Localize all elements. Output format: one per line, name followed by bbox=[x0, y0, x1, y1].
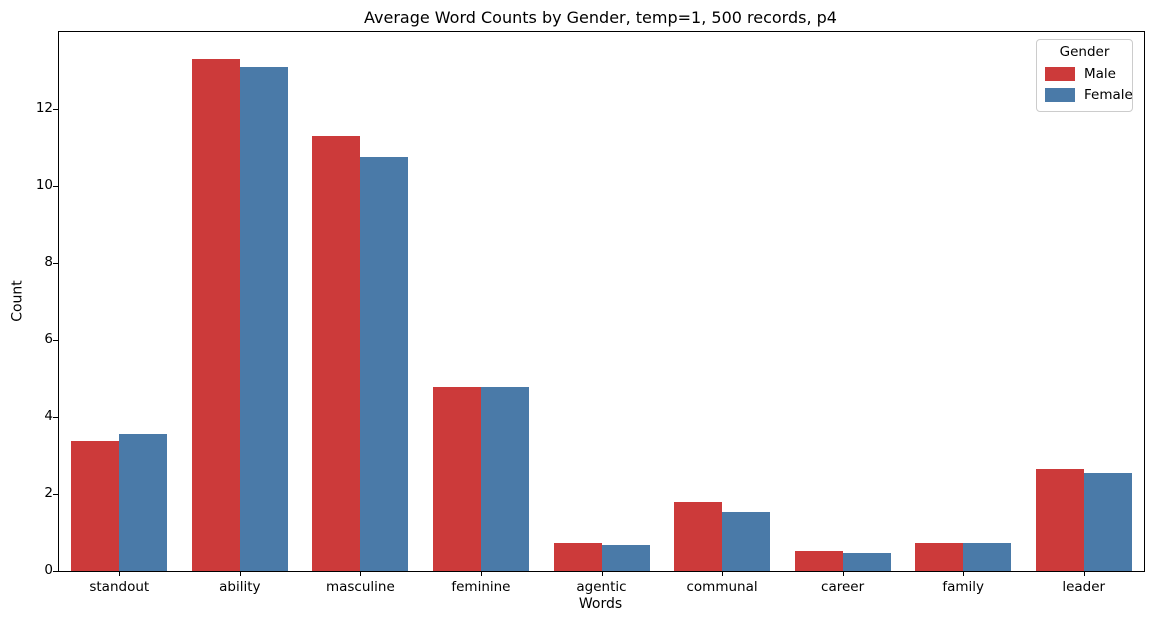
y-axis-label: Count bbox=[9, 280, 26, 322]
legend-swatch-female bbox=[1045, 87, 1075, 102]
legend: Gender Male Female bbox=[1036, 39, 1133, 112]
y-tick-label-0: 0 bbox=[44, 562, 53, 578]
bar-female-masculine bbox=[360, 157, 409, 571]
chart-title: Average Word Counts by Gender, temp=1, 5… bbox=[364, 8, 837, 27]
bar-male-leader bbox=[1035, 468, 1084, 571]
y-tick-mark-0 bbox=[53, 571, 58, 572]
legend-title: Gender bbox=[1059, 44, 1110, 60]
x-tick-label-masculine: masculine bbox=[325, 579, 395, 595]
y-tick-mark-8 bbox=[53, 263, 58, 264]
legend-entry-male: Male bbox=[1045, 63, 1124, 84]
bar-male-agentic bbox=[553, 542, 602, 571]
y-tick-mark-12 bbox=[53, 109, 58, 110]
y-tick-label-2: 2 bbox=[44, 485, 53, 501]
x-tick-label-ability: ability bbox=[219, 579, 261, 595]
x-tick-mark-family bbox=[963, 571, 965, 576]
bar-female-agentic bbox=[601, 544, 650, 571]
bar-female-career bbox=[842, 553, 891, 571]
bar-male-family bbox=[915, 542, 964, 571]
x-tick-mark-feminine bbox=[480, 571, 482, 576]
bar-male-masculine bbox=[312, 135, 361, 571]
bar-male-career bbox=[794, 550, 843, 571]
bar-female-standout bbox=[119, 434, 168, 571]
x-tick-label-feminine: feminine bbox=[451, 579, 511, 595]
bar-female-family bbox=[963, 543, 1012, 571]
legend-swatch-male bbox=[1045, 66, 1075, 81]
x-tick-label-career: career bbox=[821, 579, 865, 595]
y-tick-mark-2 bbox=[53, 494, 58, 495]
x-tick-label-family: family bbox=[942, 579, 984, 595]
x-tick-mark-ability bbox=[239, 571, 241, 576]
y-tick-label-10: 10 bbox=[35, 177, 53, 193]
y-tick-label-6: 6 bbox=[44, 331, 53, 347]
y-tick-mark-4 bbox=[53, 417, 58, 418]
x-tick-mark-communal bbox=[722, 571, 724, 576]
x-tick-label-leader: leader bbox=[1062, 579, 1106, 595]
bar-male-ability bbox=[191, 58, 240, 571]
x-tick-mark-masculine bbox=[360, 571, 362, 576]
x-tick-mark-leader bbox=[1083, 571, 1085, 576]
y-tick-label-4: 4 bbox=[44, 408, 53, 424]
bar-female-communal bbox=[722, 512, 771, 571]
legend-label-male: Male bbox=[1084, 65, 1116, 82]
y-tick-label-12: 12 bbox=[35, 100, 53, 116]
bar-female-leader bbox=[1083, 472, 1132, 571]
legend-entry-female: Female bbox=[1045, 84, 1133, 105]
bar-male-communal bbox=[674, 502, 723, 571]
x-tick-mark-standout bbox=[119, 571, 121, 576]
bar-female-feminine bbox=[480, 386, 529, 571]
x-tick-label-communal: communal bbox=[686, 579, 758, 595]
x-tick-label-standout: standout bbox=[89, 579, 150, 595]
bar-female-ability bbox=[239, 66, 288, 571]
x-tick-mark-agentic bbox=[601, 571, 603, 576]
y-tick-mark-10 bbox=[53, 186, 58, 187]
x-tick-mark-career bbox=[842, 571, 844, 576]
bar-male-standout bbox=[71, 440, 120, 571]
plot-area: 0 2 4 6 8 10 12 standout ability masculine feminin… bbox=[36, 31, 1145, 595]
y-tick-mark-6 bbox=[53, 340, 58, 341]
x-tick-label-agentic: agentic bbox=[576, 579, 627, 595]
x-axis-label: Words bbox=[578, 596, 623, 612]
y-tick-label-8: 8 bbox=[44, 254, 53, 270]
legend-label-female: Female bbox=[1084, 86, 1133, 103]
bar-male-feminine bbox=[432, 386, 481, 571]
